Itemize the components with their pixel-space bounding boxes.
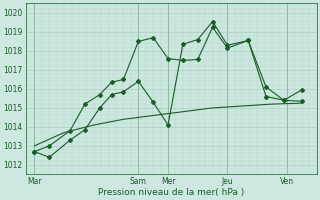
X-axis label: Pression niveau de la mer( hPa ): Pression niveau de la mer( hPa )	[98, 188, 244, 197]
